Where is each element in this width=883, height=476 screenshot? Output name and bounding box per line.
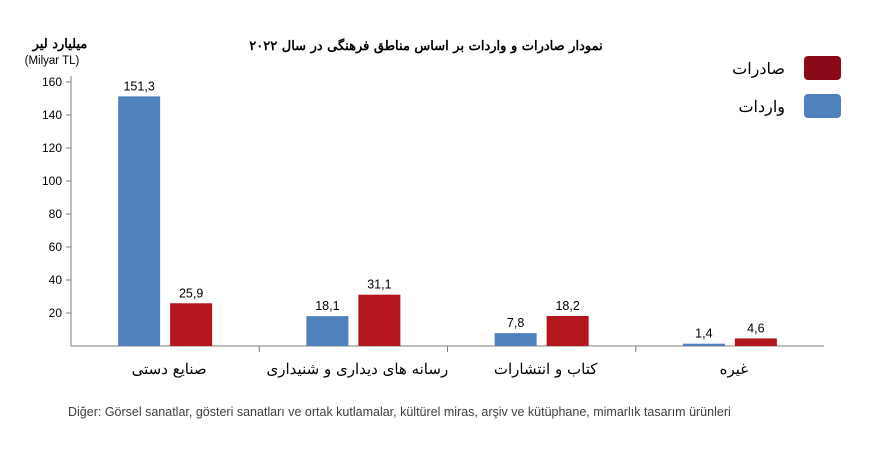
bar	[118, 96, 161, 346]
data-label: 151,3	[123, 79, 154, 93]
data-label: 7,8	[507, 316, 524, 330]
data-label: 1,4	[695, 327, 712, 341]
y-tick-label: 120	[42, 141, 62, 155]
bar	[734, 338, 777, 346]
y-axis-title: میلیارد لیر	[32, 37, 88, 52]
data-label: 18,1	[315, 299, 339, 313]
bar	[494, 333, 537, 346]
chart-title: نمودار صادرات و واردات بر اساس مناطق فره…	[249, 37, 602, 54]
y-tick-label: 160	[42, 75, 62, 89]
bar	[682, 343, 725, 346]
axes: 20 40 60 80 100 120 140 160 صنایع دستی رسانه های …	[42, 75, 824, 378]
legend: صادرات واردات	[732, 56, 841, 118]
y-tick-label: 40	[49, 273, 63, 287]
footnote: Diğer: Görsel sanatlar, gösteri sanatlar…	[68, 405, 731, 419]
x-tick-label: رسانه های دیداری و شنیداری	[267, 360, 449, 378]
legend-label: صادرات	[732, 59, 785, 78]
bar	[170, 303, 213, 346]
bars: 151,3 25,9 18,1 31,1 7,8 18,2 1,4 4,6	[118, 79, 777, 346]
legend-label: واردات	[738, 97, 785, 116]
x-tick-label: صنایع دستی	[132, 360, 207, 378]
data-label: 4,6	[747, 321, 764, 335]
data-label: 31,1	[367, 278, 391, 292]
x-tick-label: کتاب و انتشارات	[494, 360, 598, 378]
legend-swatch	[804, 56, 841, 80]
bar	[358, 294, 401, 346]
y-tick-label: 20	[49, 306, 63, 320]
legend-swatch	[804, 94, 841, 118]
y-tick-label: 100	[42, 174, 62, 188]
y-tick-label: 80	[49, 207, 63, 221]
y-tick-label: 60	[49, 240, 63, 254]
data-label: 25,9	[179, 286, 203, 300]
y-axis-unit: (Milyar TL)	[25, 55, 80, 67]
x-tick-label: غیره	[720, 360, 749, 378]
data-label: 18,2	[555, 299, 579, 313]
bar	[306, 316, 349, 346]
bar	[546, 315, 589, 346]
y-tick-label: 140	[42, 108, 62, 122]
